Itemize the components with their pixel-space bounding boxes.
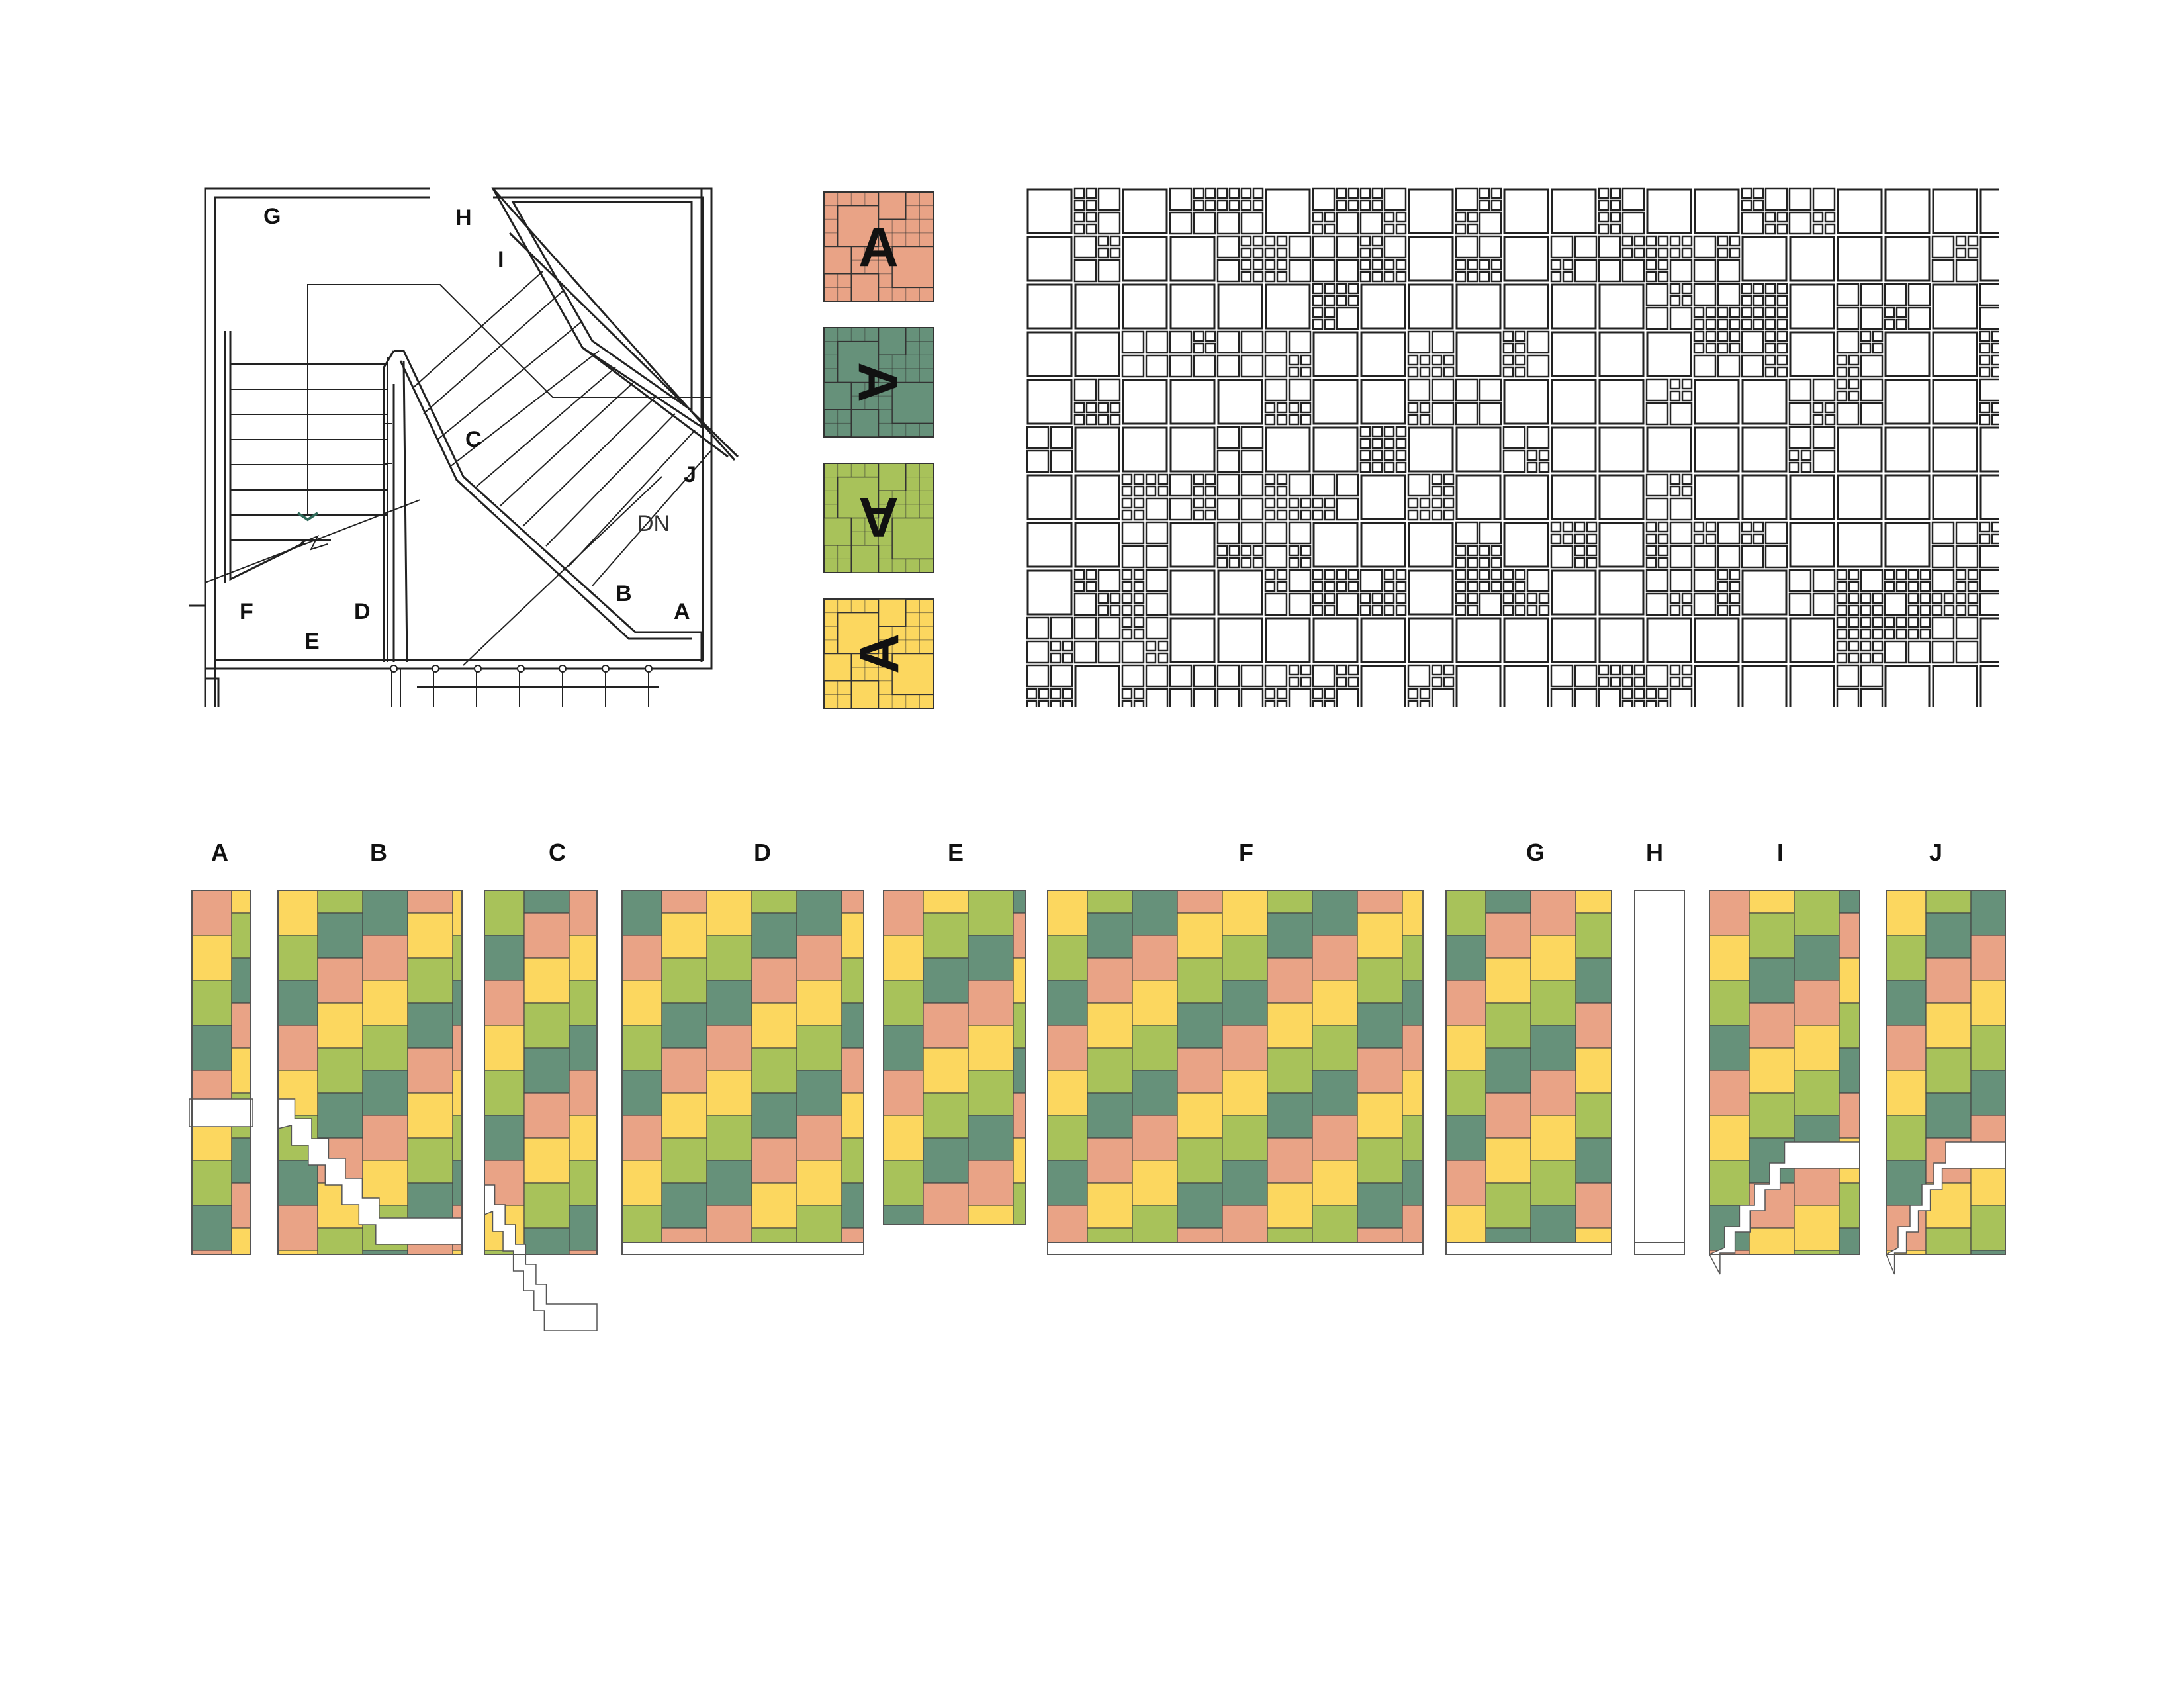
plan-label-b: B xyxy=(615,581,632,606)
elevation-e: E xyxy=(883,839,1026,1225)
direction-note: DN xyxy=(637,511,670,536)
elevation-a: A xyxy=(189,839,253,1255)
elevation-f: F xyxy=(1047,839,1424,1255)
elevation-label: H xyxy=(1646,839,1663,866)
tile-pattern xyxy=(1026,187,1999,707)
plan-label-c: C xyxy=(465,427,482,452)
plan-label-e: E xyxy=(304,629,320,654)
tile-swatches: A A A A xyxy=(823,191,934,709)
elevation-label: E xyxy=(948,839,964,866)
swatch-letter: A xyxy=(848,633,911,674)
swatch-1: A xyxy=(823,191,934,302)
elevation-b: B xyxy=(277,839,463,1255)
elevation-label: A xyxy=(211,839,228,866)
elevation-c: C xyxy=(484,839,598,1331)
plan-label-g: G xyxy=(263,204,281,229)
plan-label-a: A xyxy=(674,599,690,624)
plan-label-h: H xyxy=(455,205,472,230)
swatch-3: A xyxy=(823,463,934,573)
swatch-letter: A xyxy=(847,362,909,402)
plan-label-f: F xyxy=(240,599,253,624)
elevation-label: I xyxy=(1777,839,1784,866)
plan-label-j: J xyxy=(684,462,696,487)
elevation-i: I xyxy=(1708,839,1860,1275)
elevation-g: G xyxy=(1445,839,1612,1255)
elevation-label: J xyxy=(1929,839,1942,866)
stair-floor-plan xyxy=(189,187,739,707)
swatch-letter: A xyxy=(858,487,899,549)
swatch-letter: A xyxy=(858,216,899,279)
swatch-2: A xyxy=(823,327,934,438)
elevation-j: J xyxy=(1886,839,2006,1275)
plan-labels: G H I C J B A F D E DN xyxy=(240,204,696,654)
wall-elevations: A B C D E F G H I J xyxy=(189,839,2006,1331)
elevation-label: C xyxy=(549,839,566,866)
elevation-d: D xyxy=(621,839,864,1255)
elevation-label: F xyxy=(1239,839,1253,866)
elevation-h: H xyxy=(1634,839,1685,1255)
elevation-label: G xyxy=(1526,839,1545,866)
swatch-4: A xyxy=(823,598,934,709)
plan-label-d: D xyxy=(354,599,371,624)
elevation-label: D xyxy=(754,839,771,866)
elevation-label: B xyxy=(370,839,387,866)
plan-label-i: I xyxy=(498,247,504,272)
